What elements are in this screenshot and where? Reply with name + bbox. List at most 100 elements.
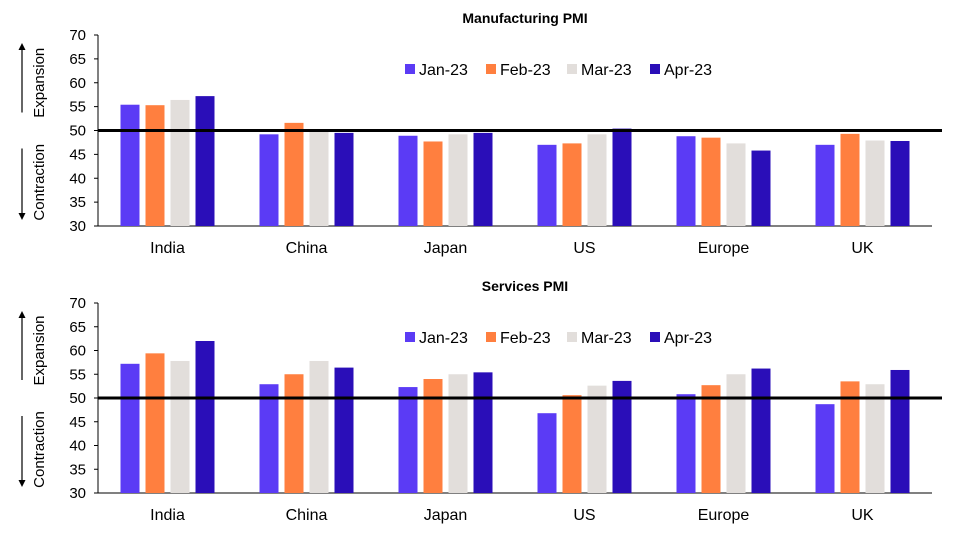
y-tick-label: 65 [69, 51, 86, 68]
bar-europe-jan-23 [676, 394, 696, 493]
x-category-label: US [573, 240, 595, 257]
expansion-label: Expansion [31, 315, 48, 385]
y-tick-label: 30 [69, 485, 86, 502]
expansion-label: Expansion [31, 48, 48, 118]
legend-swatch [486, 64, 496, 74]
legend-swatch [650, 64, 660, 74]
bar-china-jan-23 [259, 134, 279, 226]
bar-japan-jan-23 [398, 135, 418, 226]
bar-china-feb-23 [284, 122, 304, 226]
bar-japan-apr-23 [473, 132, 493, 226]
bar-europe-mar-23 [726, 143, 746, 226]
y-tick-label: 35 [69, 194, 86, 211]
bar-china-mar-23 [309, 360, 329, 493]
bar-us-jan-23 [537, 413, 557, 493]
bar-india-apr-23 [195, 341, 215, 493]
legend-label: Mar-23 [581, 330, 632, 347]
y-tick-label: 55 [69, 366, 86, 383]
chart-panel-2: Services PMI 30 35 40 45 50 55 60 65 70 India China… [18, 278, 942, 524]
bar-china-apr-23 [334, 132, 354, 226]
bar-europe-feb-23 [701, 137, 721, 226]
x-category-label: India [150, 240, 185, 257]
bar-uk-apr-23 [890, 141, 910, 226]
legend-label: Mar-23 [581, 62, 632, 79]
bar-japan-feb-23 [423, 379, 443, 493]
bar-uk-feb-23 [840, 133, 860, 226]
bar-india-jan-23 [120, 104, 140, 226]
legend-label: Jan-23 [419, 330, 468, 347]
up-arrow-icon [18, 43, 26, 50]
legend-swatch [486, 332, 496, 342]
x-category-label: Europe [698, 240, 750, 257]
bar-europe-apr-23 [751, 368, 771, 493]
bar-us-apr-23 [612, 128, 632, 226]
y-tick-label: 50 [69, 123, 86, 140]
chart-panel-1: Manufacturing PMI 30 35 40 45 50 55 60 65 70 India… [18, 10, 942, 257]
bar-japan-feb-23 [423, 141, 443, 226]
y-tick-label: 45 [69, 146, 86, 163]
legend-label: Feb-23 [500, 330, 551, 347]
y-tick-label: 70 [69, 295, 86, 312]
bar-europe-mar-23 [726, 374, 746, 493]
bar-india-mar-23 [170, 360, 190, 493]
legend-swatch [567, 64, 577, 74]
x-category-label: US [573, 507, 595, 524]
x-category-label: Japan [424, 240, 468, 257]
bar-japan-jan-23 [398, 387, 418, 493]
y-tick-label: 40 [69, 170, 86, 187]
y-tick-label: 30 [69, 218, 86, 235]
x-category-label: Japan [424, 507, 468, 524]
contraction-label: Contraction [31, 411, 48, 488]
x-category-label: China [286, 507, 328, 524]
bar-us-feb-23 [562, 143, 582, 226]
bar-us-mar-23 [587, 134, 607, 226]
bar-china-jan-23 [259, 384, 279, 493]
y-tick-label: 45 [69, 414, 86, 431]
down-arrow-icon [18, 213, 26, 220]
bar-japan-mar-23 [448, 374, 468, 493]
bar-uk-feb-23 [840, 381, 860, 493]
bar-uk-mar-23 [865, 140, 885, 226]
bar-india-jan-23 [120, 363, 140, 493]
bar-china-feb-23 [284, 374, 304, 493]
legend-label: Apr-23 [664, 330, 712, 347]
bar-india-apr-23 [195, 96, 215, 227]
x-category-label: UK [851, 240, 874, 257]
bar-japan-apr-23 [473, 372, 493, 493]
bar-uk-apr-23 [890, 369, 910, 493]
bar-europe-jan-23 [676, 136, 696, 226]
bar-uk-mar-23 [865, 384, 885, 493]
bar-uk-jan-23 [815, 144, 835, 226]
x-category-label: China [286, 240, 328, 257]
y-tick-label: 40 [69, 438, 86, 455]
legend-label: Jan-23 [419, 62, 468, 79]
bar-us-apr-23 [612, 380, 632, 493]
y-tick-label: 55 [69, 99, 86, 116]
bar-india-feb-23 [145, 105, 165, 226]
legend-swatch [567, 332, 577, 342]
y-tick-label: 50 [69, 390, 86, 407]
bar-uk-jan-23 [815, 404, 835, 493]
bar-us-mar-23 [587, 385, 607, 493]
bar-china-apr-23 [334, 367, 354, 493]
bar-india-feb-23 [145, 353, 165, 493]
contraction-label: Contraction [31, 144, 48, 221]
legend-swatch [405, 332, 415, 342]
y-tick-label: 70 [69, 27, 86, 44]
bar-europe-feb-23 [701, 385, 721, 493]
up-arrow-icon [18, 311, 26, 318]
bar-china-mar-23 [309, 130, 329, 226]
chart-title: Services PMI [482, 278, 568, 294]
bar-us-feb-23 [562, 395, 582, 493]
x-category-label: India [150, 507, 185, 524]
y-tick-label: 60 [69, 343, 86, 360]
bar-japan-mar-23 [448, 134, 468, 226]
x-category-label: UK [851, 507, 874, 524]
y-tick-label: 35 [69, 461, 86, 478]
chart-title: Manufacturing PMI [462, 10, 587, 26]
y-tick-label: 60 [69, 75, 86, 92]
x-category-label: Europe [698, 507, 750, 524]
down-arrow-icon [18, 480, 26, 487]
y-tick-label: 65 [69, 319, 86, 336]
